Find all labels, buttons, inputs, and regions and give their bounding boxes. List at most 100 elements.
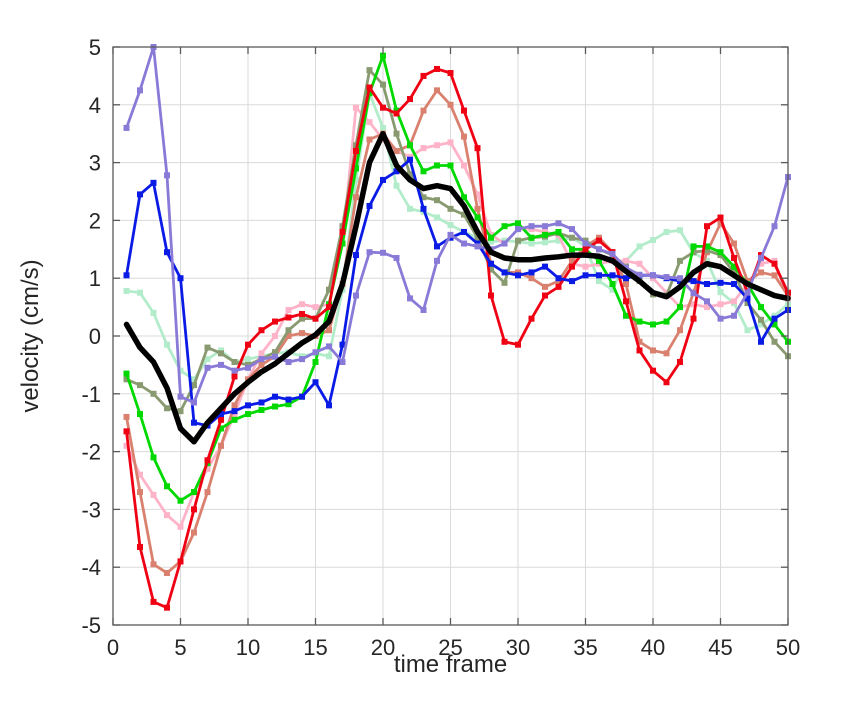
marker-trial-red (623, 298, 629, 305)
marker-trial-salmon (150, 561, 157, 568)
marker-trial-blue (744, 295, 751, 302)
marker-trial-green (258, 406, 265, 413)
marker-trial-pink (164, 512, 170, 519)
marker-trial-purple (704, 298, 710, 305)
marker-trial-green (447, 162, 454, 169)
marker-trial-blue (582, 272, 589, 279)
marker-trial-mint (407, 205, 413, 212)
marker-trial-blue (704, 280, 710, 287)
y-tick-label: 3 (89, 151, 101, 176)
marker-trial-mint (636, 243, 643, 250)
marker-trial-red (731, 254, 737, 261)
marker-trial-red (488, 292, 494, 299)
marker-trial-olive (501, 279, 508, 286)
marker-trial-green (636, 318, 643, 325)
marker-trial-green (245, 411, 251, 418)
x-axis-label: time frame (394, 651, 507, 678)
x-tick-label: 20 (371, 635, 395, 660)
marker-trial-purple (218, 361, 224, 368)
marker-trial-green (312, 359, 319, 366)
marker-trial-green (272, 403, 278, 410)
marker-trial-green (461, 194, 467, 201)
marker-trial-purple (285, 359, 292, 366)
marker-trial-mint (677, 227, 683, 234)
x-tick-label: 40 (641, 635, 665, 660)
marker-trial-red (218, 416, 224, 423)
marker-trial-green (177, 497, 184, 504)
marker-trial-salmon (420, 107, 427, 114)
marker-trial-green (137, 411, 143, 418)
marker-trial-green (150, 454, 157, 461)
marker-trial-olive (420, 194, 427, 201)
marker-trial-olive (407, 171, 413, 178)
marker-trial-red (272, 318, 278, 325)
marker-trial-olive (299, 315, 305, 322)
marker-trial-olive (272, 349, 278, 356)
y-tick-label: -1 (81, 382, 101, 407)
marker-trial-pink (623, 257, 629, 264)
marker-trial-olive (393, 130, 400, 137)
marker-trial-blue (245, 402, 251, 409)
marker-trial-blue (258, 399, 265, 406)
marker-trial-red (569, 263, 575, 270)
marker-trial-red (434, 65, 440, 72)
marker-trial-green (407, 142, 413, 149)
marker-trial-mint (380, 124, 386, 131)
y-tick-label: 2 (89, 208, 101, 233)
marker-trial-salmon (218, 442, 224, 449)
marker-trial-salmon (717, 220, 724, 227)
marker-trial-purple (339, 359, 346, 366)
marker-trial-purple (555, 220, 562, 227)
marker-trial-salmon (191, 529, 197, 536)
marker-trial-pink (299, 301, 305, 308)
marker-trial-pink (420, 145, 427, 152)
marker-trial-olive (218, 350, 224, 357)
marker-trial-green (623, 312, 629, 319)
marker-trial-blue (596, 272, 602, 279)
marker-trial-olive (677, 257, 683, 264)
x-tick-label: 15 (303, 635, 327, 660)
marker-trial-purple (650, 272, 656, 279)
y-tick-label: -5 (81, 613, 101, 638)
marker-trial-mint (447, 222, 454, 229)
marker-trial-red (704, 223, 710, 230)
marker-trial-salmon (569, 257, 575, 264)
marker-trial-pink (123, 442, 130, 449)
marker-trial-olive (137, 382, 143, 389)
marker-trial-salmon (447, 101, 454, 108)
series-line-trial-red (125, 67, 790, 610)
marker-trial-green (474, 214, 481, 221)
marker-trial-red (285, 314, 292, 321)
x-tick-label: 10 (236, 635, 260, 660)
marker-trial-green (771, 321, 778, 328)
marker-trial-purple (758, 254, 764, 261)
marker-trial-mint (609, 286, 616, 293)
marker-trial-pink (353, 104, 359, 111)
marker-trial-salmon (623, 280, 629, 287)
marker-trial-purple (677, 275, 683, 282)
marker-trial-mint (326, 353, 332, 360)
marker-trial-red (177, 558, 184, 565)
marker-trial-mint (488, 238, 494, 245)
y-tick-label: 4 (89, 93, 101, 118)
marker-trial-pink (704, 304, 710, 311)
marker-trial-red (407, 96, 413, 103)
series-line-mean (123, 130, 791, 445)
marker-trial-salmon (434, 87, 440, 94)
marker-trial-blue (609, 272, 616, 279)
marker-trial-pink (150, 491, 157, 498)
marker-trial-red (393, 110, 400, 117)
marker-trial-olive (177, 408, 184, 415)
marker-trial-blue (420, 205, 427, 212)
marker-trial-pink (434, 142, 440, 149)
x-tick-label: 0 (107, 635, 119, 660)
marker-trial-red (191, 506, 197, 513)
marker-trial-purple (744, 289, 751, 296)
marker-trial-blue (380, 176, 386, 183)
marker-trial-green (596, 257, 602, 264)
marker-trial-green (758, 304, 764, 311)
marker-trial-mint (123, 287, 130, 294)
marker-trial-olive (488, 266, 494, 273)
marker-trial-pink (137, 471, 143, 478)
